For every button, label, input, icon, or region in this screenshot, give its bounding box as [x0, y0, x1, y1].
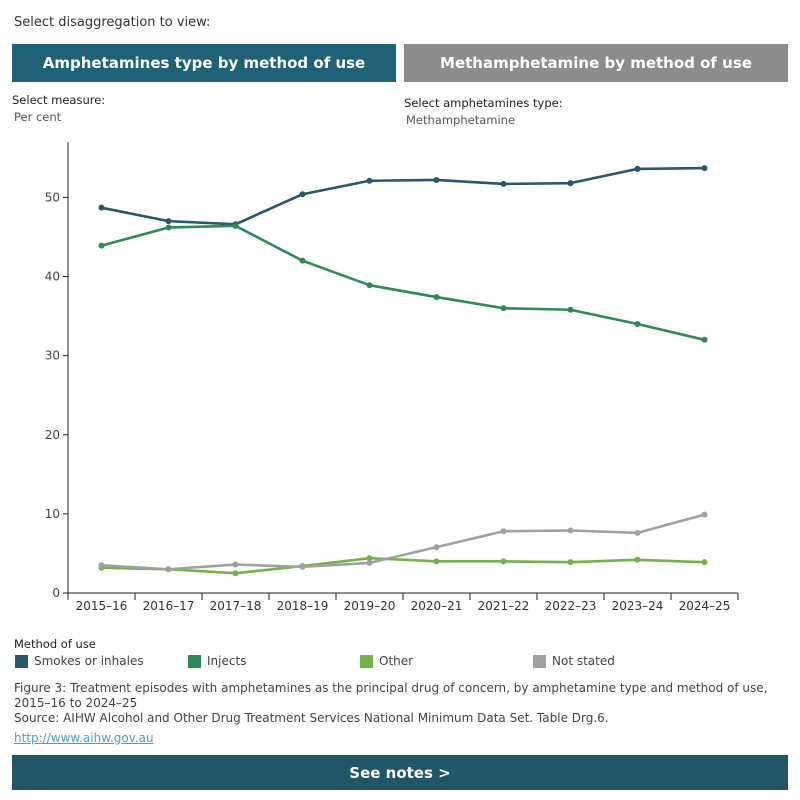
type-select[interactable]: Methamphetamine: [406, 113, 516, 127]
y-tick-label: 50: [45, 190, 60, 204]
data-point-injects: [701, 336, 708, 343]
x-tick-label: 2015–16: [76, 599, 128, 613]
legend-label: Smokes or inhales: [34, 654, 144, 668]
data-point-other: [701, 559, 708, 566]
legend-swatch: [188, 654, 201, 668]
see-notes-button[interactable]: See notes >: [12, 755, 788, 790]
legend-item-other[interactable]: Other: [360, 654, 413, 668]
data-point-not-stated: [299, 563, 306, 570]
type-label: Select amphetamines type:: [404, 96, 563, 110]
y-tick-label: 0: [52, 586, 60, 600]
legend-label: Other: [379, 654, 414, 668]
series-line-other: [101, 556, 705, 575]
data-point-smokes-or-inhales: [165, 218, 172, 225]
disaggregation-prompt: Select disaggregation to view:: [14, 15, 211, 30]
data-point-smokes-or-inhales: [701, 165, 708, 172]
data-point-injects: [232, 222, 239, 229]
data-point-other: [433, 558, 440, 565]
y-tick-label: 40: [45, 270, 60, 284]
tab-amphetamines-type[interactable]: Amphetamines type by method of use: [12, 44, 396, 82]
legend-swatch: [533, 654, 546, 668]
legend-item-injects[interactable]: Injects: [188, 654, 246, 668]
tab-methamphetamine[interactable]: Methamphetamine by method of use: [404, 44, 788, 82]
data-point-smokes-or-inhales: [500, 180, 507, 187]
data-point-not-stated: [701, 511, 708, 518]
legend-swatch: [15, 654, 28, 668]
data-point-smokes-or-inhales: [634, 165, 641, 172]
x-tick-label: 2019–20: [344, 599, 396, 613]
data-point-smokes-or-inhales: [299, 191, 306, 198]
data-point-smokes-or-inhales: [567, 180, 574, 187]
data-point-not-stated: [165, 566, 172, 573]
x-tick-label: 2016–17: [143, 599, 195, 613]
legend-item-smokes[interactable]: Smokes or inhales: [15, 654, 144, 668]
x-tick-label: 2023–24: [612, 599, 664, 613]
data-point-other: [567, 559, 574, 566]
data-point-not-stated: [500, 528, 507, 535]
data-point-injects: [98, 242, 105, 249]
data-point-injects: [299, 257, 306, 264]
x-tick-label: 2024–25: [679, 599, 731, 613]
data-point-other: [366, 555, 373, 562]
data-point-other: [500, 558, 507, 565]
data-point-not-stated: [232, 561, 239, 568]
data-point-injects: [567, 306, 574, 313]
series-line-not-stated: [101, 513, 705, 571]
data-point-injects: [634, 320, 641, 327]
x-tick-label: 2018–19: [277, 599, 329, 613]
legend-label: Not stated: [552, 654, 615, 668]
line-chart: 0 10 20 30 40 50 2015–16 2016–17 2017–18 2018–19 2…: [45, 142, 739, 613]
series-line-smokes-or-inhales: [101, 166, 705, 226]
legend-swatch: [360, 654, 373, 668]
aihw-link[interactable]: http://www.aihw.gov.au: [14, 731, 154, 745]
data-point-not-stated: [433, 544, 440, 551]
y-tick-label: 30: [45, 349, 60, 363]
legend-item-not-stated[interactable]: Not stated: [533, 654, 615, 668]
data-point-not-stated: [567, 527, 574, 534]
x-tick-label: 2017–18: [210, 599, 262, 613]
data-point-injects: [433, 294, 440, 301]
x-tick-label: 2020–21: [411, 599, 463, 613]
y-tick-label: 20: [45, 428, 60, 442]
figure-caption: Figure 3: Treatment episodes with amphet…: [14, 681, 786, 726]
x-tick-label: 2021–22: [478, 599, 530, 613]
data-point-injects: [500, 305, 507, 312]
data-point-smokes-or-inhales: [433, 176, 440, 183]
x-tick-label: 2022–23: [545, 599, 597, 613]
series-line-injects: [101, 224, 705, 342]
data-point-other: [232, 570, 239, 577]
data-point-smokes-or-inhales: [98, 204, 105, 211]
legend-label: Injects: [207, 654, 247, 668]
data-point-not-stated: [634, 529, 641, 536]
data-point-smokes-or-inhales: [366, 177, 373, 184]
measure-label: Select measure:: [12, 93, 106, 107]
legend-title: Method of use: [14, 637, 96, 651]
measure-select[interactable]: Per cent: [14, 110, 62, 124]
data-point-not-stated: [98, 562, 105, 569]
data-point-other: [634, 556, 641, 563]
y-tick-label: 10: [45, 507, 60, 521]
data-point-injects: [165, 224, 172, 231]
data-point-not-stated: [366, 559, 373, 566]
figure-title: Figure 3: Treatment episodes with amphet…: [14, 681, 768, 710]
figure-source: Source: AIHW Alcohol and Other Drug Trea…: [14, 711, 609, 725]
data-point-injects: [366, 282, 373, 289]
